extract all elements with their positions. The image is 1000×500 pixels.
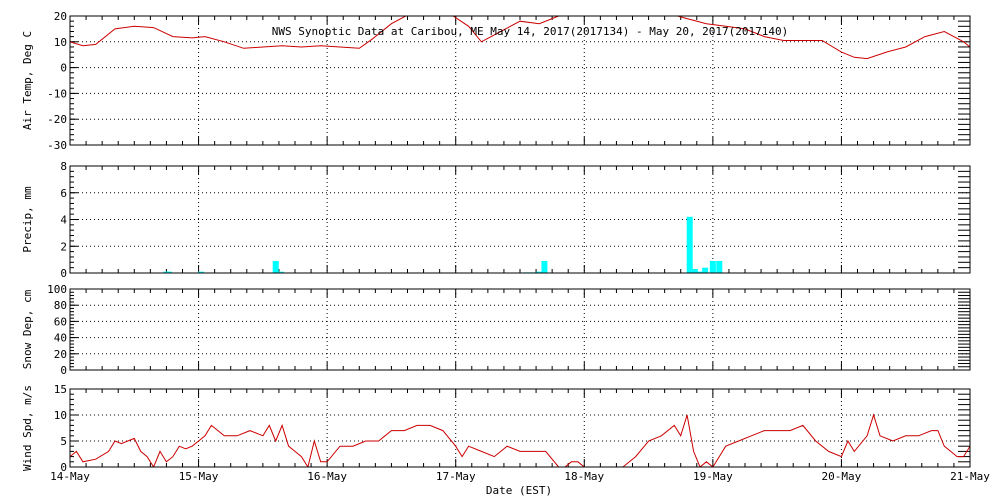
y-tick-label: 10 bbox=[54, 36, 67, 49]
air-temp-series-line bbox=[70, 16, 970, 60]
y-tick-label: 20 bbox=[54, 348, 67, 361]
chart-title: NWS Synoptic Data at Caribou, ME May 14,… bbox=[272, 25, 789, 38]
y-tick-label: 40 bbox=[54, 332, 67, 345]
x-tick-label: 15-May bbox=[179, 470, 219, 483]
y-tick-label: 60 bbox=[54, 315, 67, 328]
panel-snow-depth: 0 20 40 60 80 100 Snow Dep, cm bbox=[21, 283, 971, 377]
chart-panels: -30 -20 -10 0 10 20 Air Temp, Deg C 0 2 4 6 8 Precip… bbox=[21, 10, 971, 474]
panel-air-temp: -30 -20 -10 0 10 20 Air Temp, Deg C bbox=[21, 10, 971, 152]
wind-speed-y-axis-label: Wind Spd, m/s bbox=[21, 385, 34, 471]
snow-depth-y-axis-label: Snow Dep, cm bbox=[21, 289, 34, 369]
y-tick-label: 5 bbox=[60, 435, 67, 448]
y-tick-label: 8 bbox=[60, 160, 67, 173]
precip-bar bbox=[277, 271, 284, 273]
y-tick-label: 0 bbox=[60, 461, 67, 474]
y-tick-label: 0 bbox=[60, 267, 67, 280]
panel-precip: 0 2 4 6 8 Precip, mm bbox=[21, 160, 971, 280]
x-tick-label: 14-May bbox=[50, 470, 90, 483]
precip-bar bbox=[536, 271, 543, 273]
x-axis-label: Date (EST) bbox=[486, 484, 552, 497]
panel-wind-speed: 0 5 10 15 Wind Spd, m/s bbox=[21, 383, 971, 474]
panel-frame bbox=[69, 165, 971, 274]
x-tick-label: 16-May bbox=[307, 470, 347, 483]
precip-bar bbox=[166, 271, 172, 273]
x-tick-labels: 14-May 15-May 16-May 17-May 18-May 19-May 20-M… bbox=[50, 470, 990, 483]
precip-bar bbox=[702, 267, 709, 273]
y-tick-label: 0 bbox=[60, 364, 67, 377]
y-tick-label: -10 bbox=[47, 87, 67, 100]
y-tick-label: 6 bbox=[60, 187, 67, 200]
y-tick-label: 10 bbox=[54, 409, 67, 422]
panel-frame bbox=[69, 15, 971, 146]
y-tick-label: 20 bbox=[54, 10, 67, 23]
precip-bar bbox=[716, 260, 723, 273]
x-tick-label: 19-May bbox=[693, 470, 733, 483]
precip-bar bbox=[198, 271, 205, 273]
precip-y-axis-label: Precip, mm bbox=[21, 186, 34, 253]
x-tick-label: 17-May bbox=[436, 470, 476, 483]
y-tick-label: 0 bbox=[60, 62, 67, 75]
y-tick-label: 4 bbox=[60, 214, 67, 227]
precip-bar bbox=[541, 260, 548, 273]
wind-speed-series-line bbox=[70, 413, 970, 467]
y-tick-label: -30 bbox=[47, 139, 67, 152]
air-temp-y-axis-label: Air Temp, Deg C bbox=[21, 31, 34, 130]
panel-frame bbox=[69, 288, 971, 371]
y-tick-label: 100 bbox=[47, 283, 67, 296]
precip-bar bbox=[272, 260, 279, 273]
panel-frame bbox=[69, 388, 971, 468]
precip-bar bbox=[697, 271, 703, 273]
precip-bar bbox=[709, 260, 716, 273]
y-tick-label: 2 bbox=[60, 240, 67, 253]
precip-bar bbox=[691, 268, 698, 273]
x-tick-label: 21-May bbox=[950, 470, 990, 483]
precip-bar bbox=[686, 216, 693, 273]
x-tick-label: 20-May bbox=[822, 470, 862, 483]
y-tick-label: 80 bbox=[54, 299, 67, 312]
y-tick-label: -20 bbox=[47, 113, 67, 126]
y-tick-label: 15 bbox=[54, 383, 67, 396]
x-tick-label: 18-May bbox=[564, 470, 604, 483]
